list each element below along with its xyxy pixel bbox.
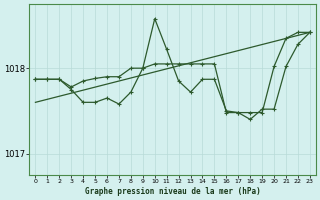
X-axis label: Graphe pression niveau de la mer (hPa): Graphe pression niveau de la mer (hPa)	[85, 187, 260, 196]
